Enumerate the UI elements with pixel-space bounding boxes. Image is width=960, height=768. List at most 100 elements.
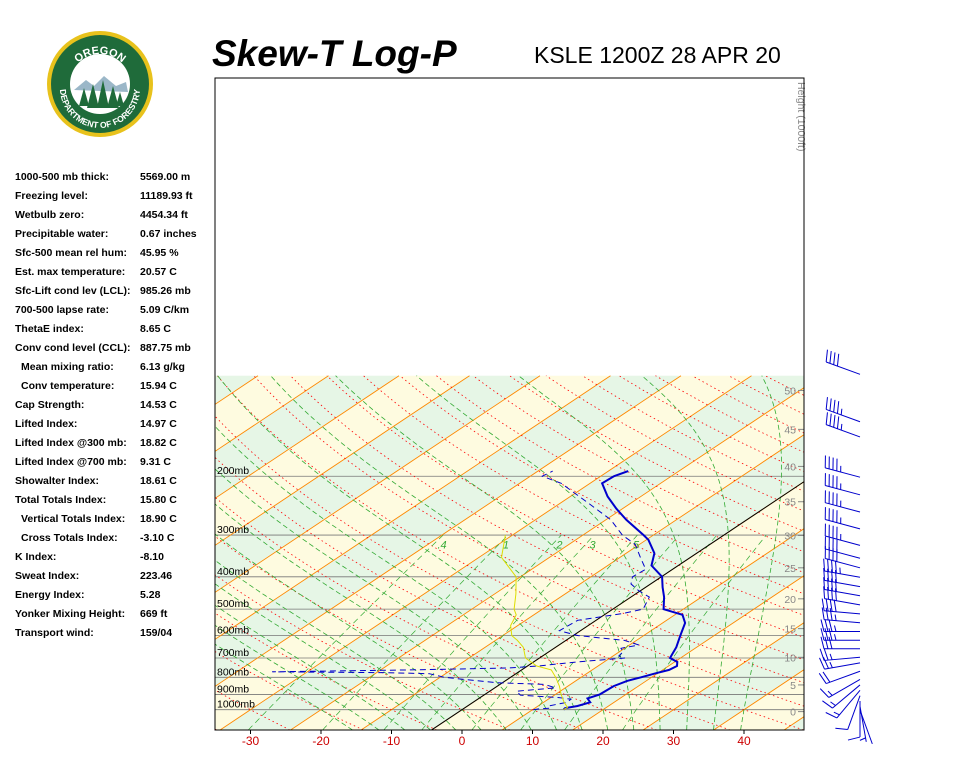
dry-adiabat (215, 535, 584, 730)
stat-row: Yonker Mixing Height: 669 ft (15, 605, 215, 624)
moist-adiabat (416, 375, 661, 730)
height-tick-label: 45 (784, 424, 796, 436)
wind-barb (820, 636, 860, 650)
wind-barb-half-feather (834, 614, 837, 621)
height-tick-label: 0 (790, 707, 796, 719)
pressure-label: 700mb (217, 647, 249, 659)
mixing-ratio-line (248, 534, 444, 730)
stat-row: Transport wind: 159/04 (15, 624, 215, 643)
wind-barb-feather (819, 688, 830, 698)
isotherm-line (783, 716, 804, 730)
wind-barb-feather (827, 586, 829, 600)
stat-value: 15.94 C (140, 380, 177, 392)
dry-adiabat (215, 728, 217, 730)
wind-barb (824, 473, 861, 496)
stat-row: Mean mixing ratio: 6.13 g/kg (15, 358, 215, 377)
wind-barb-half-feather (833, 711, 840, 716)
wind-barb (824, 523, 861, 546)
stat-label: Lifted Index @300 mb: (15, 437, 127, 449)
stat-row: Showalter Index: 18.61 C (15, 472, 215, 491)
wind-barb-half-feather (829, 661, 833, 668)
temperature-band (784, 716, 804, 730)
stat-value: 14.97 C (140, 418, 177, 430)
x-tick-label: -10 (383, 734, 401, 748)
wind-barb (824, 536, 861, 559)
height-tick-label: 20 (784, 594, 796, 606)
wind-barb (823, 577, 861, 597)
height-tick-label: 15 (784, 624, 796, 636)
mixing-ratio-line (564, 534, 718, 730)
moist-adiabat (215, 425, 557, 730)
stat-label: 1000-500 mb thick: (15, 171, 109, 183)
wind-barb-feather (819, 648, 825, 661)
mixing-ratio-line (520, 534, 680, 730)
pressure-label: 400mb (217, 566, 249, 578)
wind-barb-feather (827, 568, 829, 582)
wind-barb (823, 586, 861, 606)
stat-row: Est. max temperature: 20.57 C (15, 263, 215, 282)
svg-text:OREGON: OREGON (72, 45, 127, 65)
wind-barb-feather (834, 588, 837, 601)
wind-barb (819, 679, 861, 698)
stat-row: Energy Index: 5.28 (15, 586, 215, 605)
temperature-band (215, 375, 752, 730)
wind-barb-staff (824, 610, 861, 615)
stat-row: Vertical Totals Index: 18.90 C (15, 510, 215, 529)
stat-value: 5569.00 m (140, 171, 191, 183)
isotherm-line (215, 375, 329, 452)
height-axis-title: Height (1000ft) (795, 82, 807, 151)
isotherm-line (219, 375, 752, 730)
stat-row: Freezing level: 11189.93 ft (15, 187, 215, 206)
stat-row: 700-500 lapse rate: 5.09 C/km (15, 301, 215, 320)
dewpoint-profile (272, 470, 650, 711)
stat-label: Precipitable water: (15, 228, 109, 240)
moist-adiabat (215, 533, 482, 730)
mixing-ratio-line (471, 534, 638, 730)
wind-barb-feather (825, 412, 828, 425)
stat-value: 4454.34 ft (140, 209, 188, 221)
x-tick-label: 20 (596, 734, 610, 748)
moist-adiabat (270, 375, 609, 730)
wind-barb-feather (836, 416, 840, 429)
dry-adiabat (436, 375, 804, 574)
wind-barb-feather (823, 567, 826, 581)
wind-barb-feather (831, 578, 833, 591)
dry-adiabat (215, 496, 657, 730)
wind-barb-half-feather (859, 737, 866, 741)
x-tick-label: 0 (459, 734, 466, 748)
dry-adiabat (215, 574, 511, 730)
height-tick-label: 25 (784, 563, 796, 575)
logo-top-text: OREGON (72, 45, 127, 65)
wind-barb-feather (821, 607, 825, 620)
stat-row: Conv temperature: 15.94 C (15, 377, 215, 396)
stat-value: 223.46 (140, 570, 173, 582)
stat-label: Total Totals Index: (15, 494, 107, 506)
wind-barb-feather (823, 648, 829, 661)
wind-barb-staff (824, 598, 861, 606)
stat-label: Showalter Index: (15, 475, 100, 487)
wind-barb-feather (819, 657, 826, 670)
stat-label: Yonker Mixing Height: (15, 608, 126, 620)
wind-barb-half-feather (840, 408, 843, 415)
wind-barb-feather (829, 608, 833, 621)
stat-label: Cross Totals Index: (21, 532, 118, 544)
wind-barb-feather (828, 628, 833, 641)
wind-barb (825, 397, 861, 423)
mixing-ratio-line (622, 534, 767, 730)
station-time-label: KSLE 1200Z 28 APR 20 (534, 42, 781, 68)
stat-row: Lifted Index: 14.97 C (15, 415, 215, 434)
wind-barb-feather (820, 636, 825, 649)
stat-value: 18.90 C (140, 513, 177, 525)
wind-barb (823, 567, 861, 588)
isotherm-line (215, 375, 541, 593)
wind-barb-staff (825, 502, 861, 513)
wind-barb-feather (847, 736, 861, 741)
stat-value: 18.82 C (140, 437, 177, 449)
wind-barb-staff (824, 570, 861, 578)
stat-label: Lifted Index: (15, 418, 78, 430)
wind-barb-half-feather (834, 625, 837, 632)
wind-barb-feather (824, 628, 829, 641)
wind-barb-staff (826, 670, 861, 685)
stat-value: 20.57 C (140, 266, 177, 278)
stat-row: Lifted Index @700 mb: 9.31 C (15, 453, 215, 472)
